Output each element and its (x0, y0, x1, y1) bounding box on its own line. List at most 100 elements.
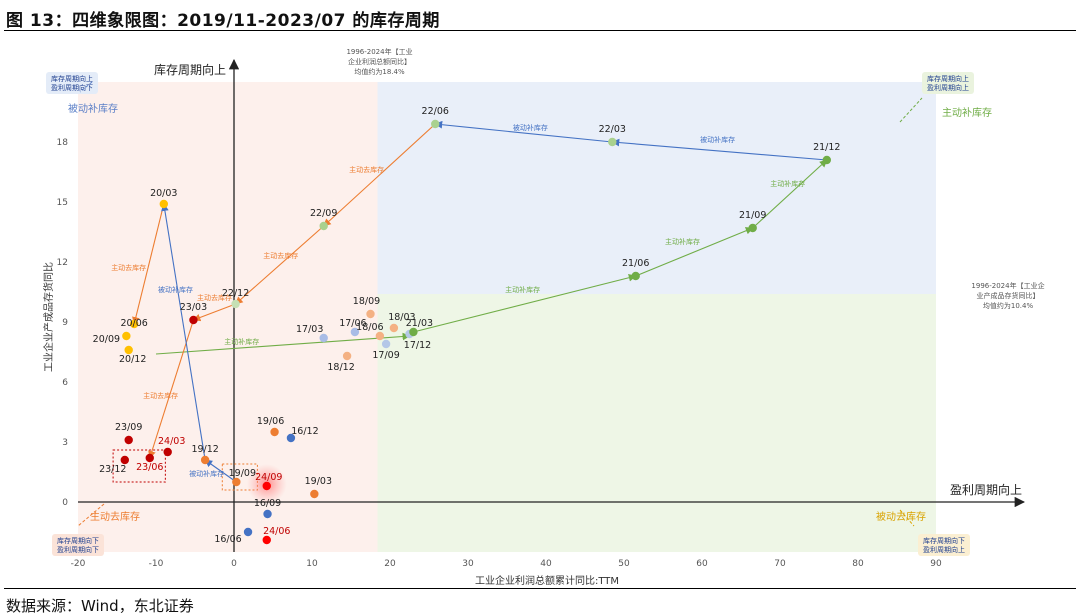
point-label: 20/12 (119, 354, 146, 365)
point-label: 16/12 (291, 426, 318, 437)
point-label: 23/03 (180, 302, 207, 313)
point-23-12 (120, 455, 129, 465)
point-label: 23/06 (136, 462, 163, 473)
path-label: 主动补库存 (224, 337, 259, 346)
point-label: 17/03 (296, 324, 323, 335)
point-label: 24/06 (263, 526, 290, 537)
point-16-06 (243, 527, 253, 537)
quadrant-pointer (899, 97, 923, 123)
x-tick-label: 60 (696, 559, 708, 569)
point-23-03 (189, 315, 198, 325)
figure-caption: 图 13：四维象限图：2019/11-2023/07 的库存周期 (6, 11, 440, 31)
path-label: 主动去库存 (349, 165, 384, 174)
point-label: 21/12 (813, 142, 840, 153)
point-label: 19/09 (229, 468, 256, 479)
point-22-06 (431, 119, 440, 129)
path-label: 主动去库存 (197, 293, 232, 302)
point-16-12 (286, 433, 296, 443)
x-tick-label: -20 (71, 559, 86, 569)
mean-profit-note: 企业利润总额同比】 (348, 57, 411, 66)
point-20-03 (159, 199, 168, 209)
point-label: 20/03 (150, 188, 177, 199)
quadrant-left-bg (78, 82, 378, 552)
point-label: 23/12 (99, 464, 126, 475)
y-tick-label: 0 (62, 498, 68, 508)
mean-profit-note: 均值约为18.4% (354, 67, 405, 76)
quadrant-label: 被动去库存 (876, 510, 926, 523)
quadrant-pointer (77, 503, 105, 527)
quadrant-bottom-right-bg (377, 294, 936, 552)
point-18-12 (342, 351, 352, 361)
point-label: 18/12 (327, 362, 354, 373)
path-label: 主动补库存 (665, 237, 700, 246)
point-label: 20/09 (93, 334, 120, 345)
point-24-06 (262, 535, 271, 545)
path-label: 被动补库存 (513, 123, 548, 132)
y-axis-title: 工业企业产成品存货同比 (42, 262, 55, 372)
point-label: 17/06 (339, 318, 366, 329)
mean-inventory-note: 均值约为10.4% (983, 301, 1034, 310)
path-label: 主动去库存 (263, 251, 298, 260)
path-label: 被动补库存 (700, 135, 735, 144)
y-tick-label: 6 (62, 378, 68, 388)
point-17-09 (381, 339, 391, 349)
footer-rule (4, 588, 1076, 589)
point-17-03 (319, 333, 328, 343)
point-24-09 (262, 481, 271, 491)
point-19-12 (200, 455, 210, 465)
point-22-09 (319, 221, 328, 231)
quadrant-box-top-left (46, 72, 98, 94)
point-22-12 (231, 299, 240, 309)
path-arrow (155, 332, 411, 355)
quadrant-box-text: 库存周期向上 (51, 74, 93, 83)
path-arrow (635, 227, 754, 277)
x-axis-direction-label: 盈利周期向上 (950, 482, 1022, 497)
quadrant-box-text: 库存周期向下 (57, 536, 99, 545)
point-19-09 (232, 477, 241, 487)
point-16-09 (263, 509, 272, 519)
path-arrow (752, 159, 828, 229)
path-label: 主动补库存 (505, 285, 540, 294)
quadrant-box-bottom-left (52, 534, 104, 556)
path-arrow (192, 303, 236, 322)
point-label: 16/06 (214, 534, 241, 545)
caption-rule (4, 30, 1076, 31)
point-18-09 (366, 309, 375, 319)
point-19-06 (270, 427, 279, 437)
data-source: 数据来源：Wind，东北证券 (6, 597, 194, 615)
point-22-03 (608, 137, 617, 147)
quadrant-pointer (899, 509, 915, 527)
quadrant-box-text: 盈利周期向下 (57, 545, 99, 554)
point-label: 17/09 (372, 350, 399, 361)
point-23-06 (145, 453, 154, 463)
point-label: 17/12 (404, 340, 431, 351)
point-20-06 (129, 319, 139, 329)
path-label: 主动去库存 (111, 263, 146, 272)
quadrant-top-right-bg (377, 82, 936, 294)
y-axis-direction-label: 库存周期向上 (154, 62, 226, 77)
quadrant-box-text: 盈利周期向上 (927, 83, 969, 92)
x-tick-label: 90 (930, 559, 942, 569)
point-label: 22/03 (599, 124, 626, 135)
x-tick-label: 70 (774, 559, 786, 569)
point-label: 19/12 (191, 444, 218, 455)
x-tick-label: 20 (384, 559, 396, 569)
path-arrow (611, 138, 827, 161)
x-tick-label: 10 (306, 559, 318, 569)
path-label: 主动补库存 (770, 179, 805, 188)
x-tick-label: -10 (149, 559, 164, 569)
point-18-03 (389, 323, 399, 333)
highlight-box (112, 449, 166, 483)
mean-inventory-note: 业产成品存货同比】 (977, 291, 1040, 300)
point-label: 18/03 (388, 312, 415, 323)
quadrant-box-text: 盈利周期向下 (51, 83, 93, 92)
quadrant-pointer (79, 81, 93, 93)
point-23-09 (124, 435, 133, 445)
quadrant-box-text: 库存周期向下 (923, 536, 965, 545)
mean-inventory-note: 1996-2024年【工业企 (971, 281, 1044, 290)
mean-profit-note: 1996-2024年【工业 (346, 47, 412, 56)
y-tick-label: 15 (57, 198, 68, 208)
quadrant-box-text: 库存周期向上 (927, 74, 969, 83)
y-tick-label: 12 (57, 258, 68, 268)
x-tick-label: 80 (852, 559, 864, 569)
